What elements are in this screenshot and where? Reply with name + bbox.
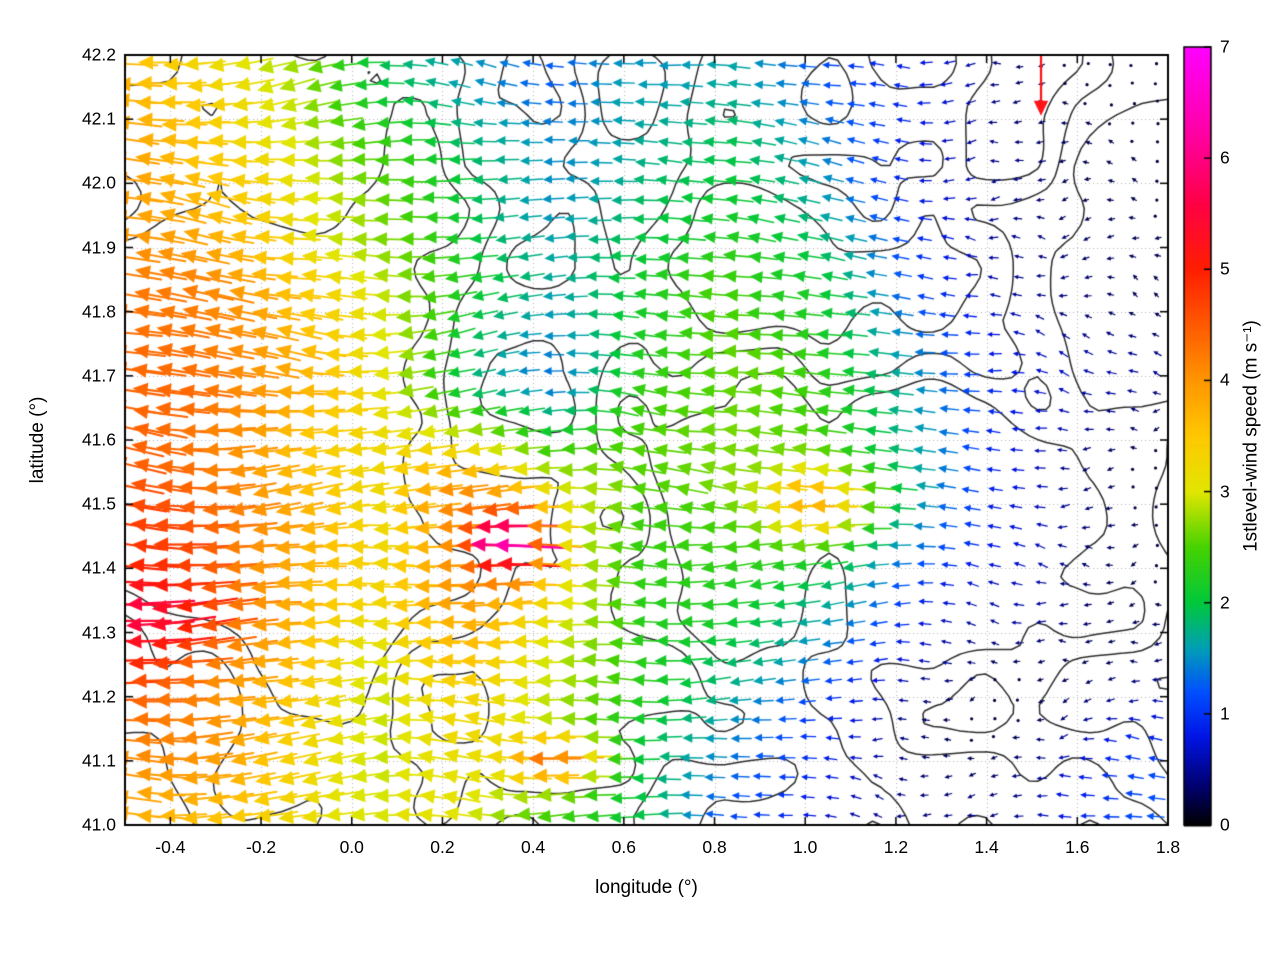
wind-quiver-figure: -0.4 -0.2 0.0 0.2 0.4 0.6 0.8 1.0 1.2 1.4 1.6 1.8 4…	[0, 0, 1280, 960]
chart-canvas	[0, 0, 1280, 960]
